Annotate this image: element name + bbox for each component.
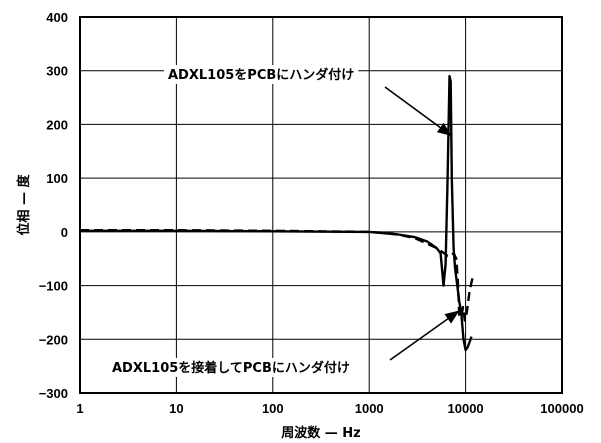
x-tick-label: 100: [262, 401, 284, 416]
y-tick-label: −300: [39, 386, 68, 401]
x-tick-label: 1: [76, 401, 83, 416]
series-line-dashed: [80, 228, 475, 322]
annotation-background: [108, 358, 354, 377]
x-axis-title: 周波数 — Hz: [281, 425, 361, 441]
y-tick-label: −200: [39, 332, 68, 347]
y-tick-label: 100: [46, 171, 68, 186]
annotation-arrow: [389, 310, 460, 361]
annotation-arrow: [384, 86, 452, 137]
annotation-group: ADXL105をPCBにハンダ付け ADXL105を接着してPCBにハンダ付け: [108, 65, 460, 377]
series-group: [80, 74, 475, 352]
x-tick-label: 10: [169, 401, 183, 416]
y-tick-label: 0: [61, 225, 68, 240]
y-tick-label: 200: [46, 117, 68, 132]
plot-frame: [79, 16, 563, 394]
y-tick-label: −100: [39, 279, 68, 294]
annotation-label: ADXL105をPCBにハンダ付け: [168, 67, 354, 83]
x-tick-label: 100000: [540, 401, 583, 416]
series-line-solid: [80, 74, 473, 352]
y-tick-label: 300: [46, 64, 68, 79]
annotation-label: ADXL105を接着してPCBにハンダ付け: [112, 360, 350, 376]
y-tick-label: 400: [46, 10, 68, 25]
x-tick-label: 1000: [355, 401, 384, 416]
tick-labels: 1 10 100 1000 10000 1000004003002001000−100−2…: [39, 10, 584, 416]
y-axis-title: 位相 — 度: [16, 173, 32, 235]
annotation-background: [164, 65, 359, 84]
x-tick-label: 10000: [448, 401, 484, 416]
